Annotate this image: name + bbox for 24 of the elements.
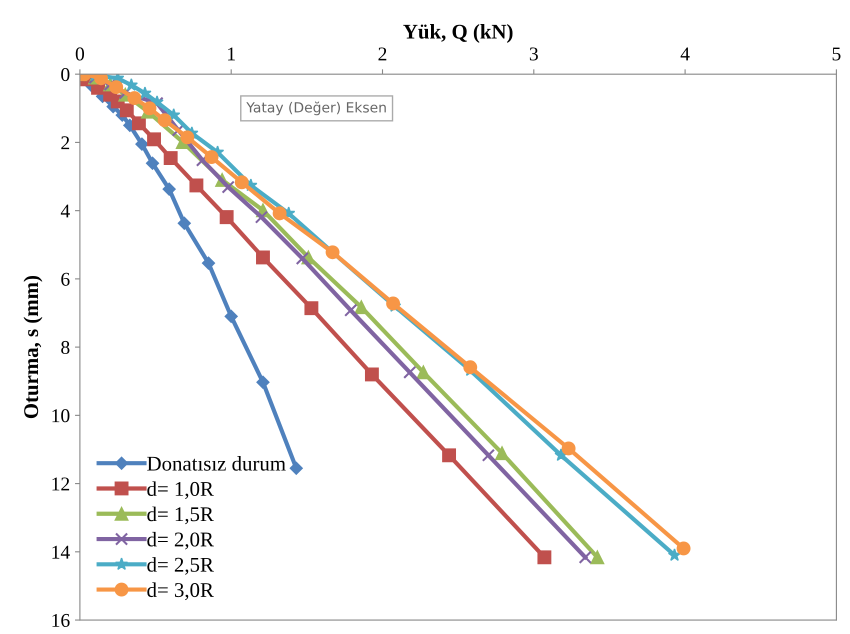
y-tick-label: 10	[52, 409, 70, 422]
legend-label: d= 3,0R	[147, 582, 214, 600]
x-tick-label: 2	[378, 47, 386, 60]
x-tick-label: 5	[832, 48, 840, 61]
x-tick-label: 0	[76, 47, 84, 61]
y-tick-label: 12	[52, 477, 70, 490]
legend-label: d= 2,5R	[147, 557, 214, 575]
y-axis-title: Oturma, s (mm)	[24, 276, 42, 418]
y-tick-label: 8	[61, 340, 70, 354]
x-axis-title: Yük, Q (kN)	[403, 24, 513, 43]
x-tick-label: 4	[680, 48, 690, 60]
y-tick-label: 2	[61, 136, 70, 150]
x-tick-label: 3	[530, 47, 538, 61]
legend-label: d= 1,0R	[147, 481, 214, 499]
legend-label: Donatısız durum	[147, 456, 286, 471]
y-tick-label: 6	[61, 272, 70, 286]
y-tick-label: 16	[52, 614, 70, 627]
legend-label: d= 1,5R	[147, 506, 214, 524]
legend-label: d= 2,0R	[147, 532, 214, 550]
x-tick-label: 1	[228, 47, 235, 60]
y-tick-label: 14	[52, 546, 70, 559]
annotation: Yatay (Değer) Eksen	[246, 101, 386, 116]
y-tick-label: 0	[61, 68, 70, 82]
y-tick-label: 4	[60, 204, 70, 218]
